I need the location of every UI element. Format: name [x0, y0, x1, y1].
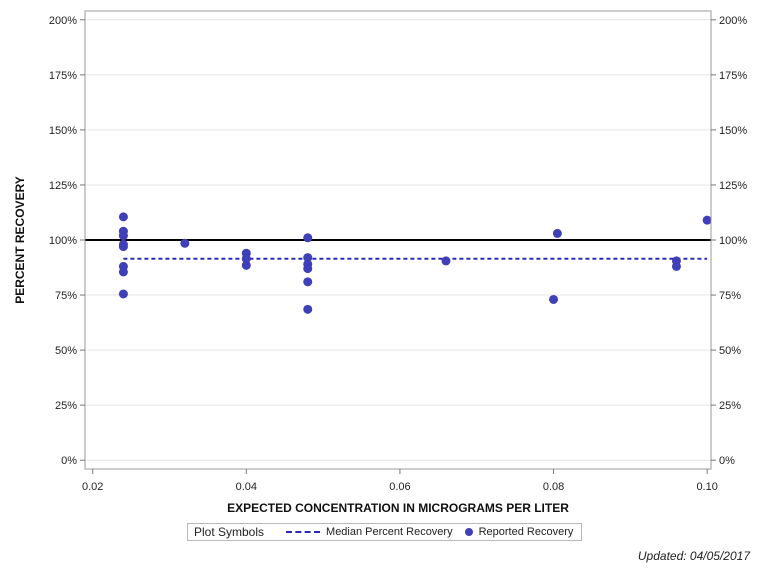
reported-recovery-point [303, 304, 313, 314]
reported-recovery-point [118, 242, 128, 252]
x-tick-label: 0.04 [236, 481, 257, 493]
data-points [118, 212, 712, 314]
reported-recovery-point [241, 254, 251, 264]
y-tick-label-right: 125% [719, 180, 747, 192]
y-tick-label-right: 25% [719, 400, 741, 412]
y-tick-label-left: 125% [49, 180, 77, 192]
reported-recovery-point [303, 253, 313, 263]
legend: Plot Symbols Median Percent Recovery Rep… [187, 523, 583, 541]
x-tick-label: 0.06 [389, 481, 410, 493]
reported-recovery-point [549, 294, 559, 304]
x-tick-label: 0.08 [543, 481, 564, 493]
legend-label-median: Median Percent Recovery [326, 526, 453, 538]
y-tick-label-left: 150% [49, 125, 77, 137]
y-tick-label-right: 50% [719, 345, 741, 357]
reported-recovery-point [118, 231, 128, 241]
reported-recovery-point [241, 260, 251, 270]
reported-recovery-point [180, 238, 190, 248]
legend-item-reported: Reported Recovery [464, 526, 574, 538]
y-tick-label-left: 75% [55, 290, 77, 302]
y-tick-label-right: 150% [719, 125, 747, 137]
reported-recovery-point [118, 289, 128, 299]
reported-recovery-point [303, 277, 313, 287]
y-tick-label-right: 100% [719, 235, 747, 247]
axes: 0% 0% 25% 25% 50% 50% 75% 75% 100% 100% 125% 125% 15… [49, 15, 747, 493]
legend-title: Plot Symbols [194, 525, 265, 539]
legend-dashed-line-swatch [286, 531, 321, 533]
reported-recovery-point [552, 228, 562, 238]
reported-recovery-point [702, 215, 712, 225]
y-tick-label-left: 175% [49, 70, 77, 82]
reported-recovery-point [118, 267, 128, 277]
reported-recovery-point [118, 212, 128, 222]
y-tick-label-left: 200% [49, 15, 77, 27]
legend-item-median: Median Percent Recovery [286, 526, 453, 538]
legend-dot-swatch [464, 528, 473, 536]
x-axis-title: EXPECTED CONCENTRATION IN MICROGRAMS PER… [227, 501, 569, 515]
y-tick-label-right: 75% [719, 290, 741, 302]
y-tick-label-right: 200% [719, 15, 747, 27]
legend-label-reported: Reported Recovery [478, 526, 574, 538]
x-tick-label: 0.10 [696, 481, 717, 493]
updated-footnote: Updated: 04/05/2017 [637, 549, 750, 563]
y-tick-label-left: 25% [55, 400, 77, 412]
y-tick-label-left: 50% [55, 345, 77, 357]
y-axis-title: PERCENT RECOVERY [13, 176, 27, 304]
reported-recovery-point [303, 233, 313, 243]
y-tick-label-right: 175% [719, 70, 747, 82]
reported-recovery-point [303, 264, 313, 274]
y-tick-label-right: 0% [719, 455, 735, 467]
reported-recovery-point [671, 261, 681, 271]
y-tick-label-left: 100% [49, 235, 77, 247]
x-tick-label: 0.02 [82, 481, 103, 493]
y-tick-label-left: 0% [61, 455, 77, 467]
reported-recovery-point [441, 256, 451, 266]
